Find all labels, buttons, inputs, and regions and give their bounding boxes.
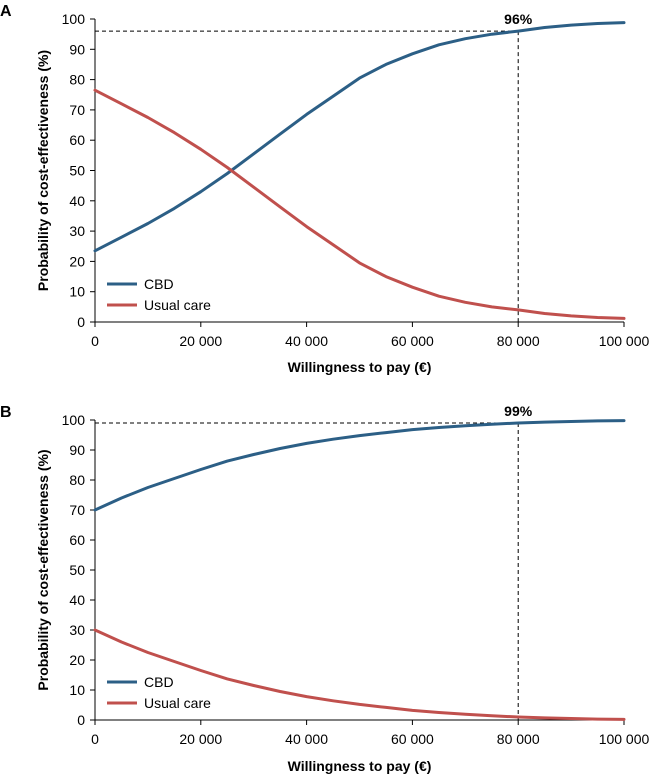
y-tick-label: 90 xyxy=(69,442,85,458)
y-tick-label: 60 xyxy=(69,532,85,548)
y-tick-label: 40 xyxy=(69,592,85,608)
y-tick-label: 50 xyxy=(69,163,85,179)
legend-label-cbd: CBD xyxy=(144,276,174,292)
x-tick-label: 0 xyxy=(91,731,99,747)
annotation-label: 96% xyxy=(504,11,533,27)
y-tick-label: 40 xyxy=(69,193,85,209)
y-tick-label: 70 xyxy=(69,502,85,518)
x-tick-label: 40 000 xyxy=(285,731,328,747)
y-tick-label: 20 xyxy=(69,652,85,668)
y-tick-label: 90 xyxy=(69,41,85,57)
y-tick-label: 80 xyxy=(69,472,85,488)
y-tick-label: 80 xyxy=(69,72,85,88)
x-tick-label: 60 000 xyxy=(391,731,434,747)
y-tick-label: 70 xyxy=(69,102,85,118)
annotation-label: 99% xyxy=(504,403,533,419)
y-axis-title: Probability of cost-effectiveness (%) xyxy=(35,50,51,291)
legend-label-cbd: CBD xyxy=(144,674,174,690)
chart-panel-b: 0 10 20 30 40 50 60 70 80 90 100 0 20 000 40 000 60 00… xyxy=(35,403,650,774)
legend-label-usual-care: Usual care xyxy=(144,297,211,313)
series-line-usual-care xyxy=(93,628,626,721)
y-tick-label: 0 xyxy=(77,314,85,330)
y-tick-label: 10 xyxy=(69,284,85,300)
x-tick-label: 60 000 xyxy=(391,333,434,349)
series-line-cbd xyxy=(93,419,626,512)
y-tick-label: 50 xyxy=(69,562,85,578)
x-tick-label: 20 000 xyxy=(179,333,222,349)
chart-panel-a: 0 10 20 30 40 50 60 70 80 90 100 0 20 000 40 000 60 00… xyxy=(35,11,650,375)
x-axis-title: Willingness to pay (€) xyxy=(288,758,432,774)
x-tick-label: 80 000 xyxy=(497,731,540,747)
panel-label-a: A xyxy=(0,3,12,20)
x-tick-label: 80 000 xyxy=(497,333,540,349)
legend-label-usual-care: Usual care xyxy=(144,695,211,711)
y-tick-label: 100 xyxy=(62,11,86,27)
panel-label-b: B xyxy=(0,404,12,421)
x-tick-label: 100 000 xyxy=(599,333,650,349)
x-tick-label: 40 000 xyxy=(285,333,328,349)
y-axis-title: Probability of cost-effectiveness (%) xyxy=(35,449,51,690)
y-tick-label: 30 xyxy=(69,622,85,638)
series-line-cbd xyxy=(93,21,626,253)
y-tick-label: 30 xyxy=(69,223,85,239)
x-tick-label: 100 000 xyxy=(599,731,650,747)
series-line-usual-care xyxy=(93,88,626,320)
x-tick-label: 20 000 xyxy=(179,731,222,747)
y-tick-label: 60 xyxy=(69,132,85,148)
x-tick-label: 0 xyxy=(91,333,99,349)
y-tick-label: 20 xyxy=(69,253,85,269)
y-tick-label: 10 xyxy=(69,682,85,698)
y-tick-label: 0 xyxy=(77,712,85,728)
x-axis-title: Willingness to pay (€) xyxy=(288,359,432,375)
y-tick-label: 100 xyxy=(62,412,86,428)
